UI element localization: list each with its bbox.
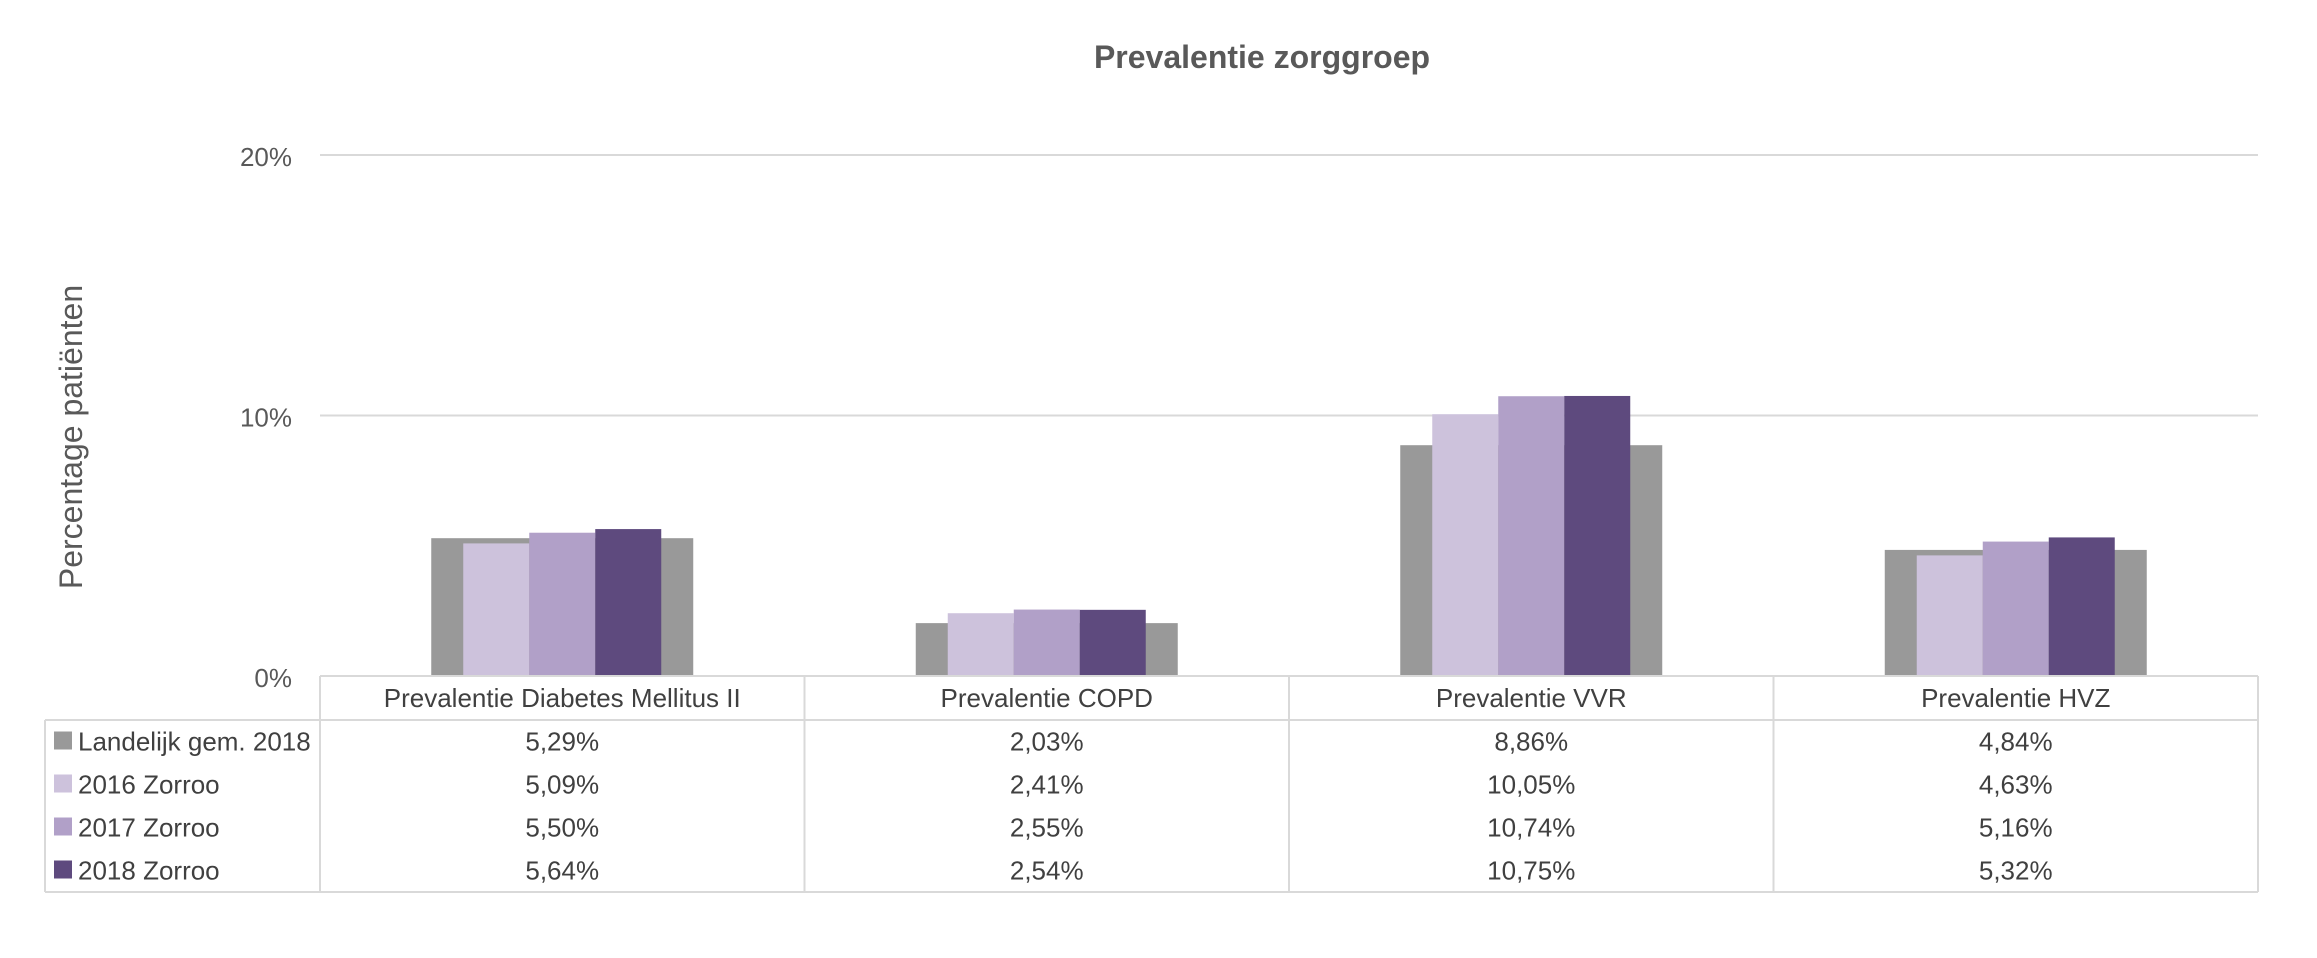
bar-2017 bbox=[1013, 609, 1080, 676]
data-label: 2,55% bbox=[1010, 813, 1084, 843]
data-label: 2,41% bbox=[1010, 770, 1084, 800]
bar-2016 bbox=[1432, 414, 1499, 676]
data-label: 5,32% bbox=[1979, 856, 2053, 886]
category-label: Prevalentie Diabetes Mellitus II bbox=[384, 683, 741, 713]
legend-key bbox=[54, 774, 72, 793]
bar-2018 bbox=[2048, 537, 2115, 676]
legend-key bbox=[54, 817, 72, 836]
y-tick-label: 20% bbox=[240, 142, 292, 172]
legend-key bbox=[54, 860, 72, 879]
data-label: 5,50% bbox=[525, 813, 599, 843]
category-label: Prevalentie VVR bbox=[1436, 683, 1627, 713]
data-label: 5,64% bbox=[525, 856, 599, 886]
bar-2016 bbox=[463, 543, 530, 676]
series-name: 2016 Zorroo bbox=[78, 770, 220, 800]
data-label: 4,63% bbox=[1979, 770, 2053, 800]
series-name: Landelijk gem. 2018 bbox=[78, 727, 311, 757]
data-label: 2,54% bbox=[1010, 856, 1084, 886]
bar-2017 bbox=[1982, 541, 2049, 676]
bar-2018 bbox=[1079, 609, 1146, 676]
data-label: 5,16% bbox=[1979, 813, 2053, 843]
bars bbox=[431, 395, 2147, 676]
y-tick-label: 0% bbox=[254, 663, 292, 693]
data-label: 5,09% bbox=[525, 770, 599, 800]
category-label: Prevalentie HVZ bbox=[1921, 683, 2110, 713]
bar-2016 bbox=[1916, 555, 1983, 676]
bar-2018 bbox=[1564, 395, 1631, 676]
data-label: 2,03% bbox=[1010, 727, 1084, 757]
bar-2017 bbox=[529, 532, 596, 676]
y-axis-title: Percentage patiënten bbox=[53, 285, 89, 589]
bar-2017 bbox=[1498, 396, 1565, 676]
y-tick-label: 10% bbox=[240, 403, 292, 433]
series-name: 2018 Zorroo bbox=[78, 856, 220, 886]
data-label: 8,86% bbox=[1494, 727, 1568, 757]
data-label: 10,05% bbox=[1487, 770, 1575, 800]
data-table: Prevalentie Diabetes Mellitus II Prevalen… bbox=[44, 675, 2259, 893]
data-label: 10,75% bbox=[1487, 856, 1575, 886]
category-label: Prevalentie COPD bbox=[941, 683, 1153, 713]
data-label: 4,84% bbox=[1979, 727, 2053, 757]
y-axis-ticks: 0% 10% 20% bbox=[240, 142, 292, 693]
series-name: 2017 Zorroo bbox=[78, 813, 220, 843]
data-label: 5,29% bbox=[525, 727, 599, 757]
bar-2018 bbox=[595, 529, 662, 676]
legend-key bbox=[54, 731, 72, 750]
data-label: 10,74% bbox=[1487, 813, 1575, 843]
bar-2016 bbox=[947, 613, 1014, 676]
chart-title: Prevalentie zorggroep bbox=[1094, 39, 1430, 75]
